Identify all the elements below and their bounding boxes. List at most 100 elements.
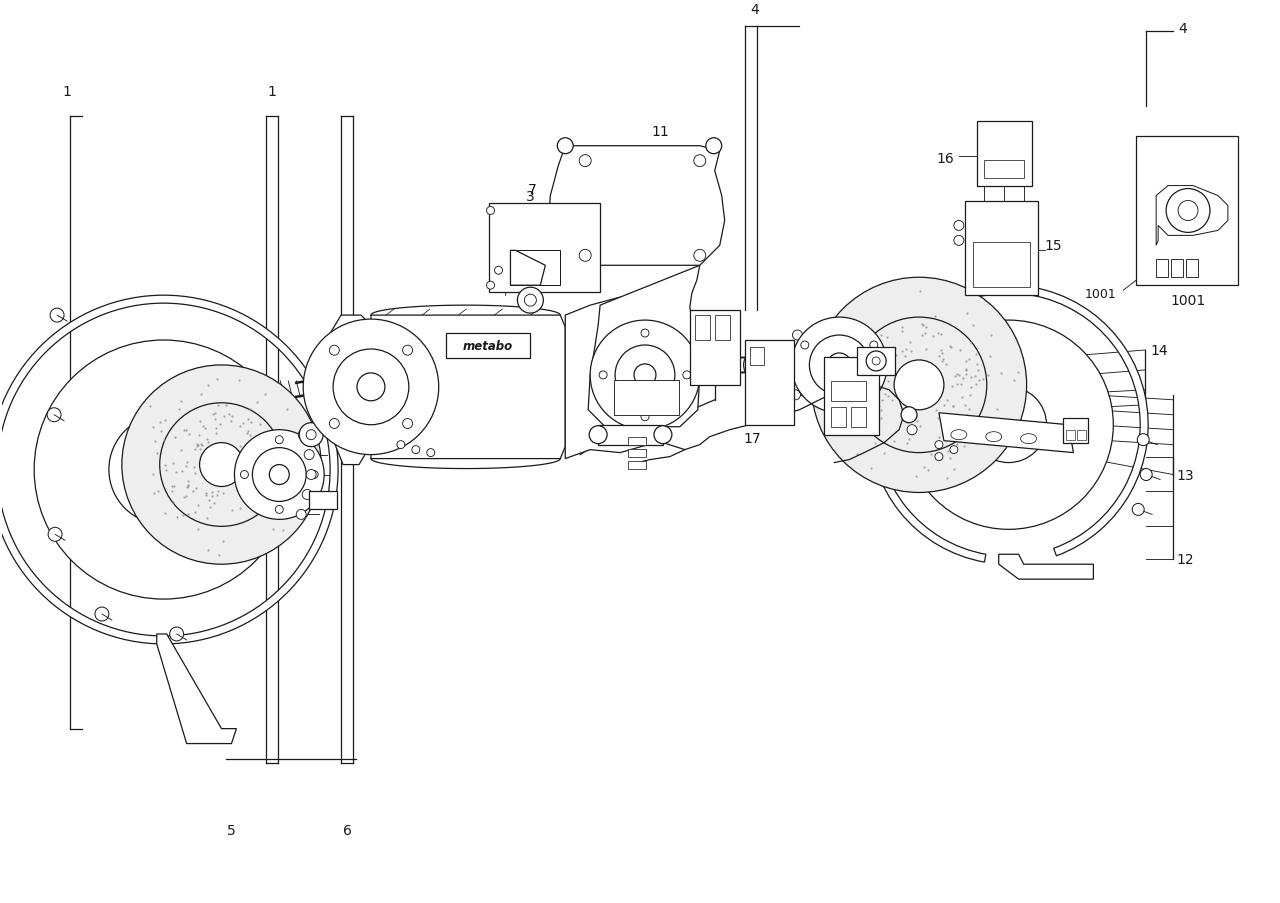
Bar <box>965 201 1038 296</box>
Circle shape <box>934 453 943 461</box>
Circle shape <box>252 448 306 502</box>
Bar <box>1137 136 1238 286</box>
Circle shape <box>580 250 591 262</box>
Bar <box>690 311 740 386</box>
Text: 1: 1 <box>63 85 72 98</box>
Circle shape <box>275 436 283 444</box>
Circle shape <box>599 371 607 379</box>
Circle shape <box>777 360 786 370</box>
Text: 6: 6 <box>343 824 352 837</box>
Circle shape <box>694 155 705 167</box>
Polygon shape <box>548 146 724 266</box>
Circle shape <box>200 443 243 487</box>
Circle shape <box>1178 201 1198 221</box>
Circle shape <box>934 442 943 449</box>
Wedge shape <box>869 286 1148 563</box>
Circle shape <box>870 341 878 349</box>
Circle shape <box>47 408 61 423</box>
Bar <box>1066 430 1075 440</box>
Bar <box>824 358 879 435</box>
Circle shape <box>954 236 964 247</box>
Circle shape <box>306 430 316 440</box>
Circle shape <box>170 628 183 641</box>
Circle shape <box>901 407 916 424</box>
Circle shape <box>589 426 607 444</box>
Text: 3: 3 <box>526 190 535 203</box>
Bar <box>1078 430 1087 440</box>
Text: 10: 10 <box>680 380 698 395</box>
Circle shape <box>867 351 886 371</box>
Circle shape <box>300 424 323 447</box>
Circle shape <box>799 346 809 356</box>
Wedge shape <box>0 296 338 644</box>
Circle shape <box>682 371 691 379</box>
Text: 1001: 1001 <box>1084 287 1116 301</box>
Circle shape <box>791 318 887 414</box>
Circle shape <box>904 321 1114 530</box>
Text: 13: 13 <box>1176 468 1194 482</box>
Circle shape <box>827 354 851 377</box>
Circle shape <box>357 374 385 401</box>
Bar <box>628 461 646 469</box>
Bar <box>489 203 600 293</box>
Circle shape <box>241 471 248 479</box>
Circle shape <box>303 320 439 455</box>
Polygon shape <box>1156 186 1228 247</box>
Text: 12: 12 <box>1176 553 1194 566</box>
Bar <box>445 334 530 358</box>
Polygon shape <box>326 316 371 465</box>
Circle shape <box>954 221 964 231</box>
Text: 9: 9 <box>645 386 654 400</box>
Bar <box>598 425 663 445</box>
Polygon shape <box>589 266 700 427</box>
Bar <box>628 437 646 445</box>
Circle shape <box>694 250 705 262</box>
Text: 5: 5 <box>227 824 236 837</box>
Text: 16: 16 <box>936 152 954 165</box>
Bar <box>628 449 646 457</box>
Circle shape <box>641 414 649 422</box>
Circle shape <box>275 506 283 514</box>
Bar <box>745 340 795 425</box>
Circle shape <box>50 309 64 322</box>
Circle shape <box>310 471 319 479</box>
Circle shape <box>800 360 810 370</box>
Circle shape <box>296 510 306 520</box>
Circle shape <box>403 346 412 356</box>
Text: 4: 4 <box>750 4 759 17</box>
Ellipse shape <box>1020 434 1037 444</box>
Circle shape <box>895 360 943 410</box>
Circle shape <box>486 208 494 215</box>
Circle shape <box>525 295 536 307</box>
Circle shape <box>590 321 700 430</box>
Circle shape <box>403 419 412 429</box>
Circle shape <box>744 349 776 381</box>
Circle shape <box>95 608 109 621</box>
Circle shape <box>809 336 869 396</box>
Bar <box>851 407 867 427</box>
Circle shape <box>801 341 809 349</box>
Circle shape <box>634 365 655 386</box>
Circle shape <box>160 404 283 526</box>
Circle shape <box>35 340 293 600</box>
Bar <box>831 381 867 401</box>
Circle shape <box>557 138 573 154</box>
Bar <box>858 348 895 376</box>
Circle shape <box>494 267 503 275</box>
Circle shape <box>616 346 675 405</box>
Circle shape <box>412 446 420 454</box>
Bar <box>714 316 730 340</box>
Circle shape <box>234 430 324 520</box>
Text: 17: 17 <box>744 432 762 445</box>
Text: 7: 7 <box>529 182 536 196</box>
Bar <box>973 243 1029 288</box>
Polygon shape <box>371 316 566 459</box>
Circle shape <box>908 425 916 435</box>
Ellipse shape <box>986 433 1002 442</box>
Circle shape <box>122 366 321 564</box>
Bar <box>695 316 709 340</box>
Circle shape <box>950 446 957 454</box>
Bar <box>1064 418 1088 443</box>
Circle shape <box>426 449 435 457</box>
Bar <box>750 348 764 366</box>
